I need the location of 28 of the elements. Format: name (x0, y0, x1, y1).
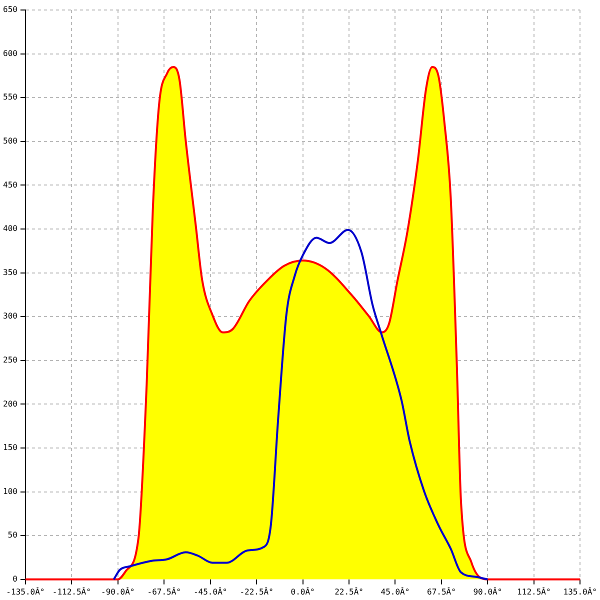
y-tick-label: 450 (2, 180, 18, 190)
y-tick-label: 350 (2, 268, 18, 277)
y-tick-label: 200 (2, 399, 18, 408)
x-tick-label: 90.0Â° (473, 586, 502, 596)
y-tick-label: 500 (2, 136, 18, 146)
line-series (112, 228, 489, 580)
y-tick-label: 250 (2, 355, 18, 364)
x-tick-label: 67.5Â° (427, 586, 456, 596)
y-tick-label: 300 (2, 312, 18, 321)
y-tick-label: 400 (2, 224, 18, 234)
x-tick-label: -45.0Â° (193, 586, 228, 596)
x-tick-label: 112.5Â° (517, 586, 551, 596)
x-tick-label: -67.5Â° (147, 586, 181, 596)
x-tick-label: -112.5Â° (52, 586, 91, 596)
x-tick-label: 22.5Â° (334, 586, 364, 596)
x-tick-label: -135.0Â° (6, 586, 45, 596)
x-tick-label: 0.0Â° (290, 586, 315, 596)
y-tick-label: 0 (12, 574, 18, 584)
x-tick-label: 135.0Â° (563, 586, 597, 596)
y-tick-label: 100 (2, 486, 18, 496)
y-tick-label: 150 (2, 443, 18, 452)
y-tick-label: 550 (2, 92, 18, 102)
y-tick-label: 50 (8, 530, 18, 540)
x-tick-label: 45.0Â° (380, 586, 410, 596)
x-tick-label: -22.5Â° (240, 586, 274, 596)
x-tick-label: -90.0Â° (101, 586, 135, 596)
y-tick-label: 650 (2, 5, 18, 14)
y-tick-label: 600 (2, 48, 18, 58)
